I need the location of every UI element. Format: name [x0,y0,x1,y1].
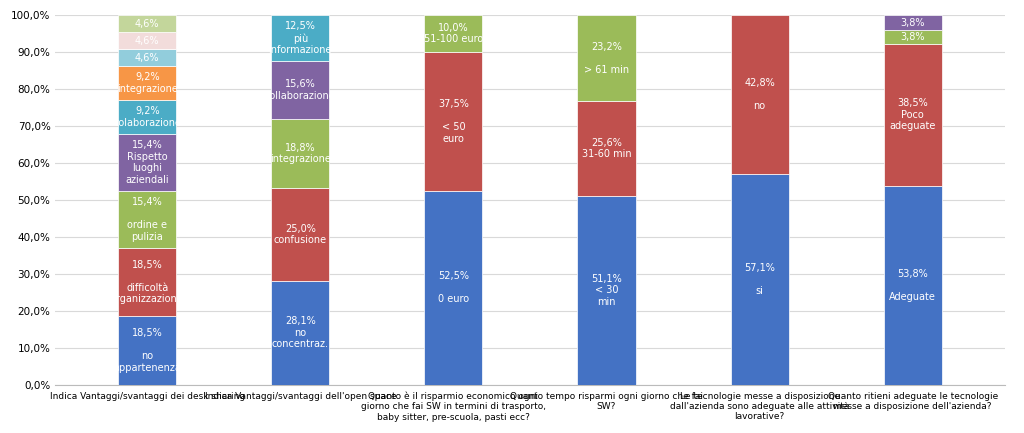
Text: 28,1%
no
concentraz.: 28,1% no concentraz. [271,316,329,349]
Bar [118,49,176,66]
Bar [118,248,176,316]
Bar [118,15,176,32]
Text: 42,8%

no: 42,8% no [744,78,775,111]
Bar [424,191,482,385]
Text: 9,2%
integrazione: 9,2% integrazione [117,72,177,94]
Bar [118,100,176,134]
Text: 23,2%

> 61 min: 23,2% > 61 min [584,42,629,75]
Text: 51,1%
< 30
min: 51,1% < 30 min [591,274,622,307]
Bar [578,196,636,385]
Text: 37,5%

< 50
euro: 37,5% < 50 euro [438,99,469,144]
Bar [271,15,330,61]
Bar [424,52,482,191]
Bar [271,61,330,119]
Bar [884,16,942,29]
Bar [271,188,330,281]
Text: 4,6%: 4,6% [135,19,160,29]
Bar [118,32,176,49]
Text: 3,8%: 3,8% [900,32,925,42]
Bar [118,66,176,100]
Text: 53,8%

Adeguate: 53,8% Adeguate [889,268,936,302]
Bar [884,29,942,44]
Text: 18,5%

difficoltà
organizzazione: 18,5% difficoltà organizzazione [111,260,183,304]
Bar [578,16,636,101]
Text: 18,5%

no
appartenenza: 18,5% no appartenenza [114,328,181,373]
Text: 3,8%: 3,8% [900,17,925,28]
Bar [730,16,788,174]
Text: 15,4%
Rispetto
luoghi
aziendali: 15,4% Rispetto luoghi aziendali [125,140,169,185]
Bar [884,44,942,186]
Text: 12,5%
più
informazione: 12,5% più informazione [268,21,332,55]
Text: 18,8%
integrazione: 18,8% integrazione [270,143,331,165]
Text: 4,6%: 4,6% [135,36,160,45]
Text: 25,0%
confusione: 25,0% confusione [273,224,327,246]
Text: 10,0%
51-100 euro: 10,0% 51-100 euro [424,23,483,45]
Bar [118,316,176,385]
Bar [884,186,942,385]
Text: 57,1%

si: 57,1% si [744,262,775,296]
Bar [424,15,482,52]
Bar [118,134,176,191]
Bar [578,101,636,196]
Text: 15,6%
collaborazione: 15,6% collaborazione [265,79,336,101]
Text: 38,5%
Poco
adeguate: 38,5% Poco adeguate [890,98,936,131]
Bar [730,174,788,385]
Text: 52,5%

0 euro: 52,5% 0 euro [438,271,469,304]
Bar [271,119,330,188]
Bar [271,281,330,385]
Text: 9,2%
colaborazione: 9,2% colaborazione [114,107,181,128]
Text: 15,4%

ordine e
pulizia: 15,4% ordine e pulizia [127,197,167,242]
Text: 25,6%
31-60 min: 25,6% 31-60 min [582,138,632,159]
Text: 4,6%: 4,6% [135,52,160,63]
Bar [118,191,176,248]
